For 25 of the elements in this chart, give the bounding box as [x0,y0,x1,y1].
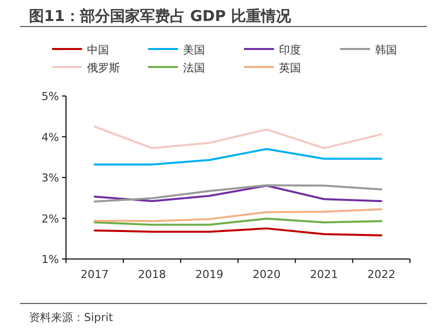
chart-title: 图11：部分国家军费占 GDP 比重情况 [29,7,292,25]
legend-label: 法国 [183,62,205,74]
y-tick-label: 5% [42,90,59,103]
line-series [94,227,382,236]
x-tick-label: 2020 [252,268,281,281]
legend-label: 俄罗斯 [87,62,120,74]
line-series [94,126,382,150]
x-tick-label: 2017 [80,268,109,281]
legend-label: 美国 [183,44,205,56]
legend-label: 英国 [279,62,301,74]
x-tick-label: 2022 [367,268,396,281]
line-series [94,208,382,222]
legend-label: 印度 [279,44,301,56]
x-tick-label: 2018 [138,268,166,281]
y-tick-label: 1% [42,253,59,266]
y-tick-label: 3% [42,172,59,184]
legend-label: 韩国 [375,44,397,56]
y-tick-label: 2% [42,212,59,226]
x-tick-label: 2021 [310,268,338,281]
text: 资料来源：Siprit [29,311,114,324]
x-tick-label: 2019 [195,268,224,281]
line-series [94,218,382,226]
legend-label: 中国 [87,44,109,56]
y-tick-label: 4% [42,130,59,144]
line-series [94,148,382,166]
